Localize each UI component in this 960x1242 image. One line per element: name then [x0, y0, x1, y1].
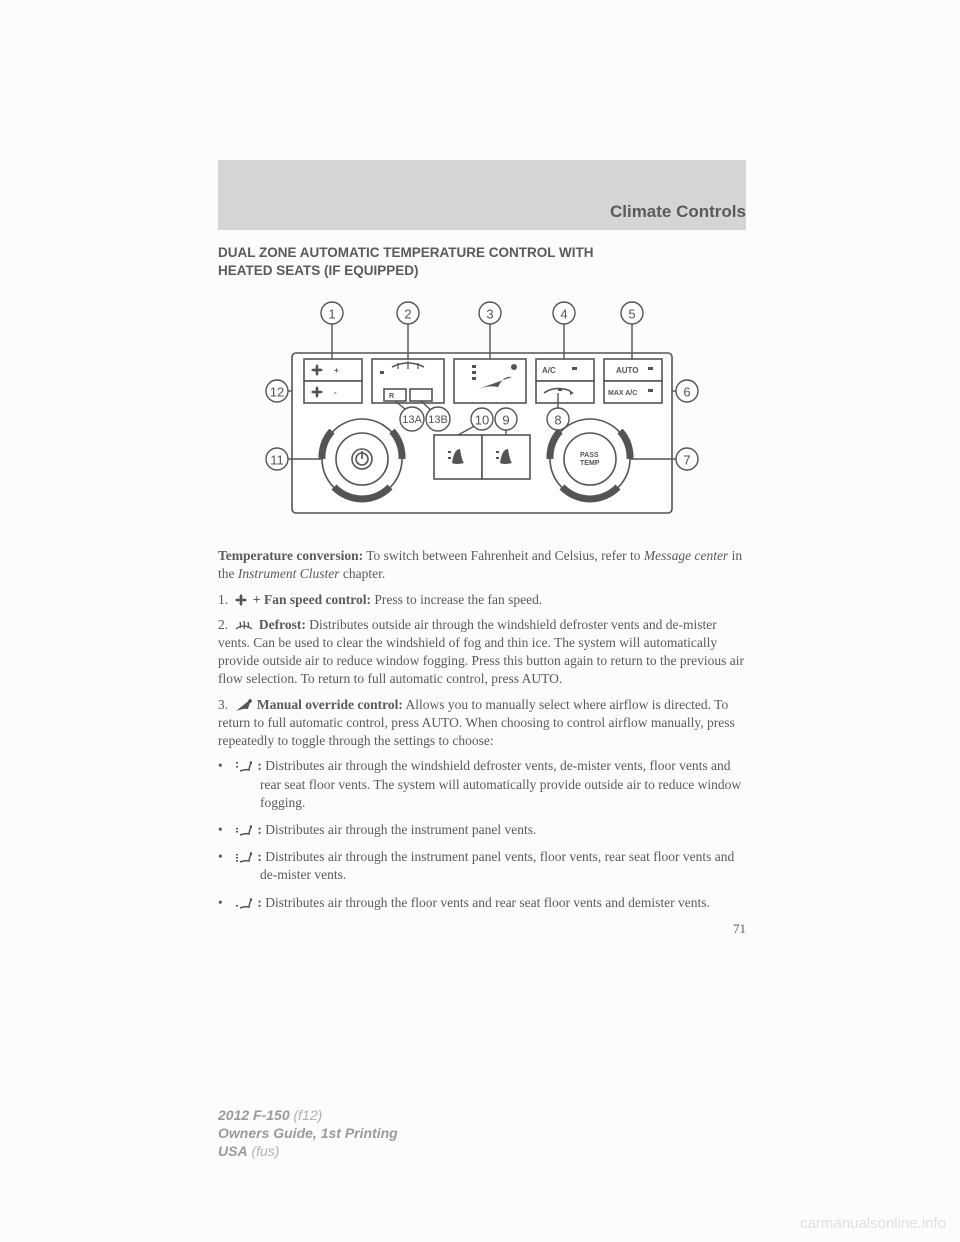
svg-text:11: 11: [270, 453, 284, 468]
footer-guide: Owners Guide, 1st Printing: [218, 1125, 398, 1141]
svg-text:R: R: [389, 393, 394, 400]
t: chapter.: [340, 566, 386, 581]
svg-text:7: 7: [683, 453, 690, 468]
section-title: DUAL ZONE AUTOMATIC TEMPERATURE CONTROL …: [218, 244, 746, 279]
item-2: 2. Defrost: Distributes outside air thro…: [218, 616, 746, 689]
n: 2.: [218, 617, 232, 632]
t: To switch between Fahrenheit and Celsius…: [363, 548, 644, 563]
n: 3.: [218, 697, 232, 712]
n: 1.: [218, 592, 232, 607]
airflow-icon: [236, 825, 252, 837]
svg-text:10: 10: [475, 413, 489, 428]
svg-text:5: 5: [628, 307, 635, 322]
svg-text:12: 12: [270, 385, 284, 400]
airflow-icon: [236, 898, 252, 910]
defrost-icon: [234, 619, 254, 632]
bullet-panel: : Distributes air through the instrument…: [218, 821, 746, 839]
b: Manual override control:: [254, 697, 403, 712]
airflow-icon: [236, 852, 252, 864]
bullet-panel-floor: : Distributes air through the instrument…: [218, 848, 746, 884]
svg-text:PASS: PASS: [580, 452, 599, 459]
t: Distributes air through the instrument p…: [262, 822, 536, 837]
page-number: 71: [218, 921, 746, 937]
svg-text:8: 8: [554, 413, 561, 428]
footer-region-code: (fus): [248, 1143, 280, 1159]
b: + Fan speed control:: [250, 592, 371, 607]
t: Distributes air through the instrument p…: [260, 849, 734, 882]
footer-region: USA: [218, 1143, 248, 1159]
climate-control-diagram: + - A/C AUTO MAX A/C R PASS TEMP: [262, 293, 702, 531]
item-3: 3. Manual override control: Allows you t…: [218, 696, 746, 751]
watermark: carmanualsonline.info: [800, 1215, 946, 1232]
temp-conversion-para: Temperature conversion: To switch betwee…: [218, 547, 746, 583]
svg-text:13A: 13A: [402, 414, 422, 426]
footer: 2012 F-150 (f12) Owners Guide, 1st Print…: [218, 1106, 398, 1161]
t: Distributes air through the floor vents …: [262, 895, 710, 910]
section-title-l2: HEATED SEATS (IF EQUIPPED): [218, 263, 419, 278]
temp-conv-label: Temperature conversion:: [218, 548, 363, 563]
airflow-profile-icon: [234, 699, 252, 713]
bullet-floor: : Distributes air through the floor vent…: [218, 894, 746, 912]
airflow-bullet-list: : Distributes air through the windshield…: [218, 757, 746, 912]
svg-text:4: 4: [560, 307, 567, 322]
airflow-icon: [236, 761, 252, 773]
item-1: 1. + Fan speed control: Press to increas…: [218, 591, 746, 609]
t: Distributes air through the windshield d…: [260, 758, 741, 809]
page-content: DUAL ZONE AUTOMATIC TEMPERATURE CONTROL …: [218, 160, 746, 937]
b: Defrost:: [256, 617, 306, 632]
t: Press to increase the fan speed.: [371, 592, 542, 607]
bullet-defrost-floor: : Distributes air through the windshield…: [218, 757, 746, 812]
svg-text:+: +: [334, 366, 339, 375]
t: Instrument Cluster: [238, 566, 340, 581]
svg-text:TEMP: TEMP: [580, 460, 600, 467]
t: Message center: [644, 548, 728, 563]
svg-text:-: -: [334, 388, 337, 397]
svg-text:13B: 13B: [428, 414, 448, 426]
svg-text:A/C: A/C: [542, 366, 556, 375]
svg-text:1: 1: [328, 307, 335, 322]
svg-text:2: 2: [404, 307, 411, 322]
fan-icon: [234, 593, 248, 607]
footer-code: (f12): [290, 1107, 323, 1123]
svg-text:6: 6: [683, 385, 690, 400]
svg-text:9: 9: [502, 413, 509, 428]
svg-text:MAX A/C: MAX A/C: [608, 390, 637, 397]
section-title-l1: DUAL ZONE AUTOMATIC TEMPERATURE CONTROL …: [218, 245, 593, 260]
svg-text:3: 3: [486, 307, 493, 322]
footer-model: 2012 F-150: [218, 1107, 290, 1123]
svg-text:AUTO: AUTO: [616, 366, 639, 375]
